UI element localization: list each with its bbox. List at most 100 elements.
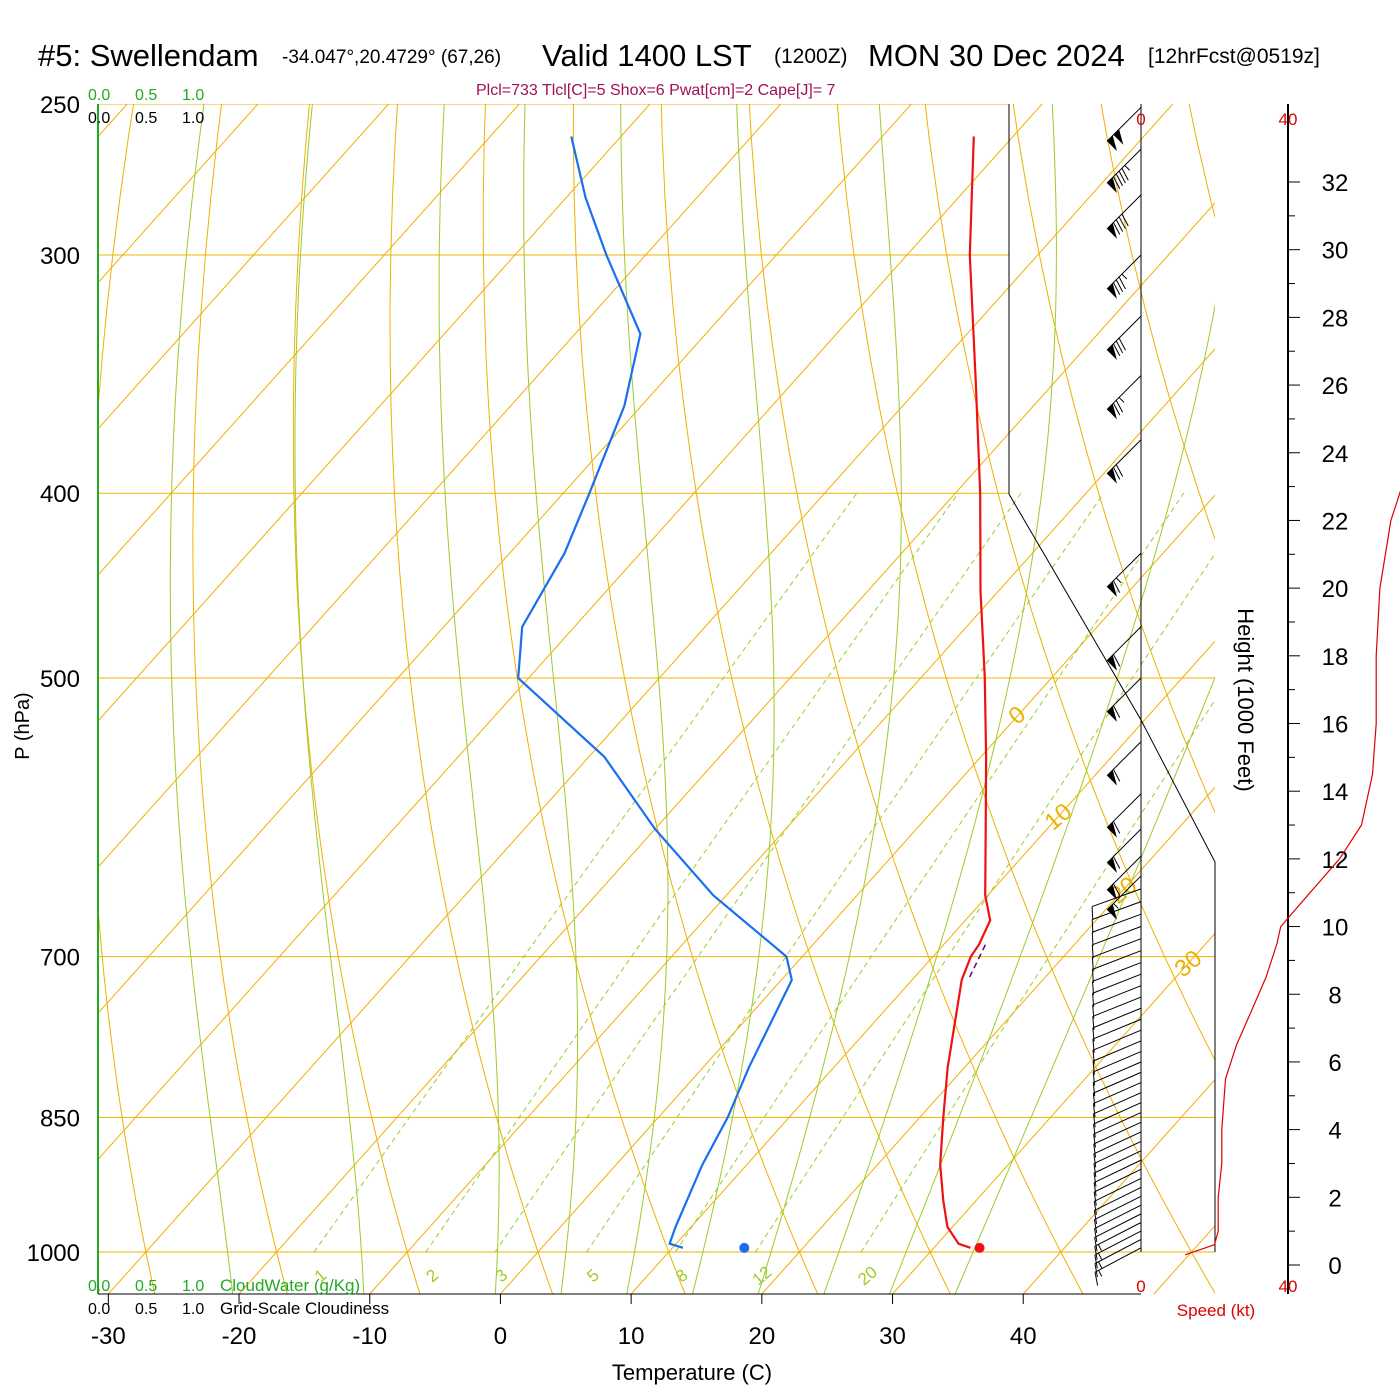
barb-feather xyxy=(1092,1027,1095,1042)
barb-feather xyxy=(1091,919,1094,934)
wind-barb xyxy=(1093,1150,1142,1187)
dewpoint-line xyxy=(517,136,793,1249)
surface-temperature-dot xyxy=(974,1242,985,1253)
mixing-ratio-line xyxy=(494,492,1022,1253)
dry-adiabat-line xyxy=(660,104,951,1294)
barb-feather xyxy=(1094,1237,1098,1251)
barb-staff xyxy=(1093,1121,1142,1145)
wind-barb xyxy=(1093,1168,1142,1206)
barb-feather xyxy=(1091,932,1094,946)
dry-adiabat-line xyxy=(572,104,819,1294)
isotherm-line xyxy=(98,104,1043,1161)
barb-staff xyxy=(1092,938,1142,958)
zulu-time: (1200Z) xyxy=(774,45,848,68)
wind-barb xyxy=(1092,1029,1142,1064)
barb-flag xyxy=(1107,135,1117,152)
wind-barb xyxy=(1106,793,1142,838)
isotherm-line xyxy=(369,348,1215,1294)
p-tick-label: 700 xyxy=(40,945,80,972)
height-tick-label: 32 xyxy=(1322,170,1349,197)
barb-staff xyxy=(1092,926,1142,946)
barb-feather xyxy=(1092,1082,1096,1097)
barb-feather xyxy=(1094,1263,1098,1278)
barb-staff xyxy=(1093,1102,1142,1125)
height-tick-label: 14 xyxy=(1322,779,1349,806)
barb-feather xyxy=(1094,1246,1098,1260)
isotherm-line xyxy=(98,104,390,430)
axes: -30 -20 -10 0 10 20 30 402503004005007008501000… xyxy=(27,92,1349,1350)
wind-barb xyxy=(1091,926,1142,959)
barb-half-feather xyxy=(1121,273,1128,280)
height-tick-label: 2 xyxy=(1328,1185,1341,1212)
barb-feather xyxy=(1115,464,1124,477)
wind-barb xyxy=(1092,1051,1142,1086)
barb-feather xyxy=(1112,343,1121,356)
moist-adiabat-line xyxy=(169,104,234,1294)
height-tick-label: 30 xyxy=(1322,238,1349,265)
height-tick-label: 28 xyxy=(1322,305,1349,332)
cloud-scale-tick: 1.0 xyxy=(182,1301,204,1318)
x-tick-label: 40 xyxy=(1010,1323,1037,1350)
barb-flag xyxy=(1113,129,1124,145)
dry-adiabat-line xyxy=(1100,104,1215,541)
forecast-date: MON 30 Dec 2024 xyxy=(868,38,1125,73)
barb-feather xyxy=(1093,1133,1096,1148)
barb-feather xyxy=(1094,1254,1098,1269)
stability-indices: Plcl=733 Tlcl[C]=5 Shox=6 Pwat[cm]=2 Cap… xyxy=(476,82,836,99)
barb-feather xyxy=(1112,580,1121,593)
barb-staff xyxy=(1094,1177,1142,1202)
barb-staff xyxy=(1094,1230,1142,1256)
barb-half-feather xyxy=(1118,397,1125,403)
cloud-scale-tick: 1.0 xyxy=(182,110,204,127)
barb-feather xyxy=(1092,1103,1096,1118)
barb-flag xyxy=(1107,706,1117,722)
barb-staff xyxy=(1092,962,1142,982)
wind-barb xyxy=(1106,677,1142,722)
barb-feather xyxy=(1092,993,1095,1007)
barb-staff xyxy=(1093,1168,1142,1193)
y-axis-title: P (hPa) xyxy=(12,692,34,759)
barb-half-feather xyxy=(1097,1252,1103,1260)
cloud-scale-tick: 0.5 xyxy=(135,110,157,127)
barb-feather xyxy=(1112,222,1121,235)
cloud-scale-tick: 0.0 xyxy=(88,1301,110,1318)
p-tick-label: 400 xyxy=(40,481,80,508)
p-tick-label: 850 xyxy=(40,1105,80,1132)
wind-barb xyxy=(1093,1159,1142,1197)
wind-panel xyxy=(1091,106,1400,1286)
barb-staff xyxy=(1092,1018,1142,1040)
barb-feather xyxy=(1093,1153,1097,1168)
isotherm-line xyxy=(98,104,651,722)
mixing-ratio-label: 5 xyxy=(583,1265,602,1286)
barb-staff xyxy=(1092,985,1142,1006)
isotherm-line xyxy=(107,104,1174,1294)
dry-adiabat-line xyxy=(836,104,1215,1294)
moist-adiabat-line xyxy=(523,104,579,1294)
wind-speed-line xyxy=(1184,490,1400,1256)
mixing-ratio-label: 20 xyxy=(854,1262,881,1289)
x-tick-label: 20 xyxy=(748,1323,775,1350)
speed-tick-top: 0 xyxy=(1136,110,1145,129)
isotherm-line xyxy=(238,202,1215,1294)
wind-barb xyxy=(1093,1102,1142,1138)
barb-flag xyxy=(1107,884,1117,900)
barb-feather xyxy=(1091,957,1094,971)
dry-adiabat-line xyxy=(482,104,686,1294)
height-axis-title: Height (1000 Feet) xyxy=(1233,608,1258,791)
height-tick-label: 24 xyxy=(1322,441,1349,468)
barb-feather xyxy=(1092,1039,1095,1053)
wind-barb xyxy=(1106,148,1142,193)
wind-barb xyxy=(1093,1131,1142,1168)
isotherm-label: 30 xyxy=(1170,945,1208,983)
barb-feather xyxy=(1092,1004,1095,1019)
wind-barb xyxy=(1091,913,1142,946)
height-tick-label: 10 xyxy=(1322,915,1349,942)
cloudiness-label: Grid-Scale Cloudiness xyxy=(220,1299,389,1318)
moist-adiabat-line xyxy=(620,104,669,1294)
barb-staff xyxy=(1093,1071,1142,1094)
barb-feather xyxy=(1093,1201,1097,1215)
barb-staff xyxy=(1092,913,1142,933)
barb-feather xyxy=(1112,856,1121,869)
isotherm-line xyxy=(98,104,259,284)
height-tick-label: 16 xyxy=(1322,712,1349,739)
